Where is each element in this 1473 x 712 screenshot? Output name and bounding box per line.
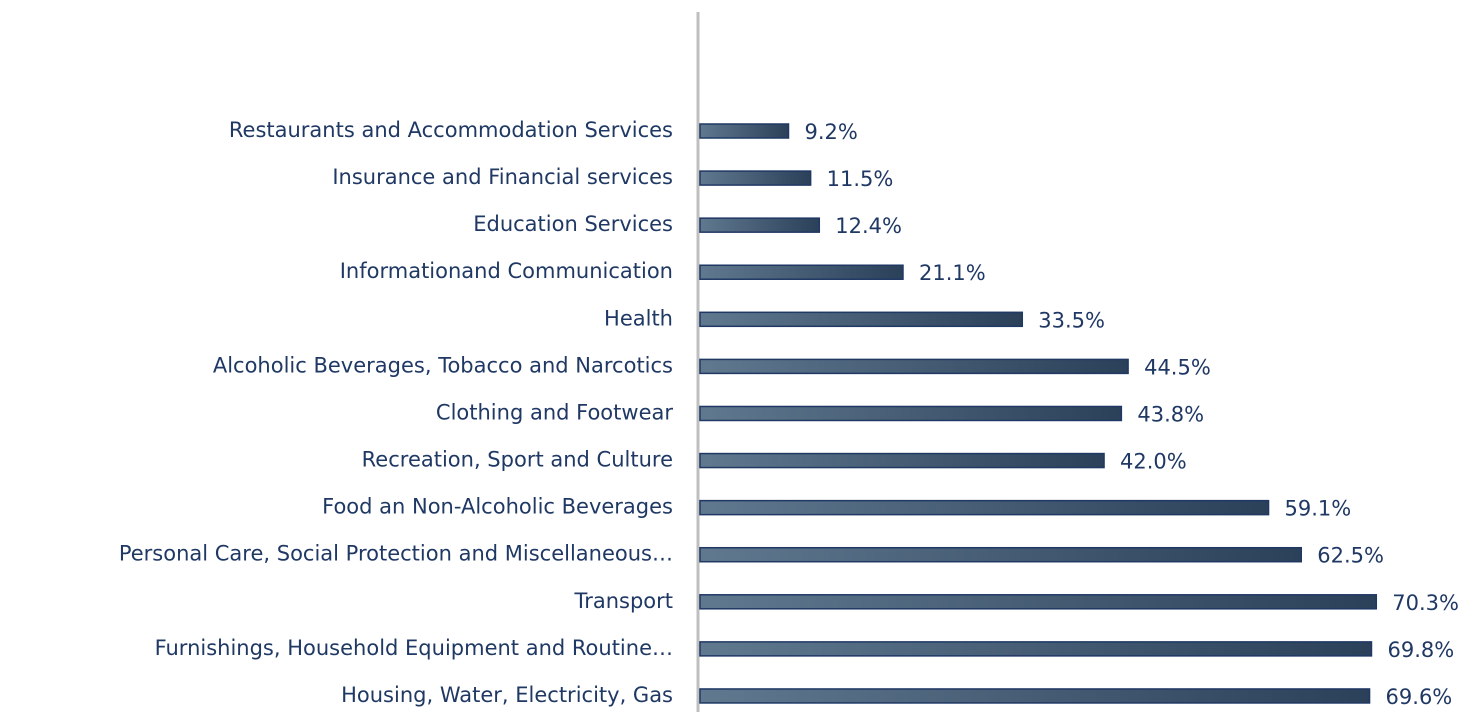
bar (699, 405, 1123, 422)
value-label: 21.1% (919, 261, 986, 285)
value-label: 44.5% (1144, 355, 1211, 379)
category-label: Recreation, Sport and Culture (362, 448, 673, 472)
value-label: 43.8% (1137, 402, 1204, 426)
value-label: 42.0% (1120, 450, 1187, 474)
value-label: 69.6% (1386, 685, 1453, 709)
bar (699, 311, 1024, 328)
value-label: 69.8% (1387, 638, 1454, 662)
category-label: Alcoholic Beverages, Tobacco and Narcoti… (213, 353, 673, 377)
category-label: Clothing and Footwear (436, 400, 673, 424)
bar (699, 594, 1378, 610)
category-label: Insurance and Financial services (332, 165, 673, 189)
bar (699, 688, 1371, 704)
category-label: Restaurants and Accommodation Services (229, 118, 673, 142)
value-label: 59.1% (1285, 497, 1352, 521)
bar (699, 546, 1302, 563)
value-label: 11.5% (827, 167, 894, 191)
bar (699, 641, 1373, 657)
bar (699, 358, 1129, 375)
bar (699, 217, 821, 233)
value-label: 9.2% (805, 120, 858, 144)
category-label: Furnishings, Household Equipment and Rou… (155, 636, 673, 660)
value-label: 70.3% (1392, 591, 1459, 615)
category-label: Education Services (473, 212, 673, 236)
value-label: 12.4% (835, 214, 902, 238)
value-label: 62.5% (1317, 544, 1384, 568)
value-label: 33.5% (1038, 308, 1105, 332)
bar (699, 499, 1270, 516)
bar (699, 264, 904, 280)
category-label: Housing, Water, Electricity, Gas (341, 683, 673, 707)
category-label: Transport (573, 589, 673, 613)
bar (699, 452, 1105, 469)
category-label: Health (604, 306, 673, 330)
category-label: Personal Care, Social Protection and Mis… (119, 542, 673, 566)
bar (699, 123, 790, 139)
bar (699, 170, 812, 186)
category-label: Food an Non-Alcoholic Beverages (322, 495, 673, 519)
category-label: Informationand Communication (340, 259, 673, 283)
